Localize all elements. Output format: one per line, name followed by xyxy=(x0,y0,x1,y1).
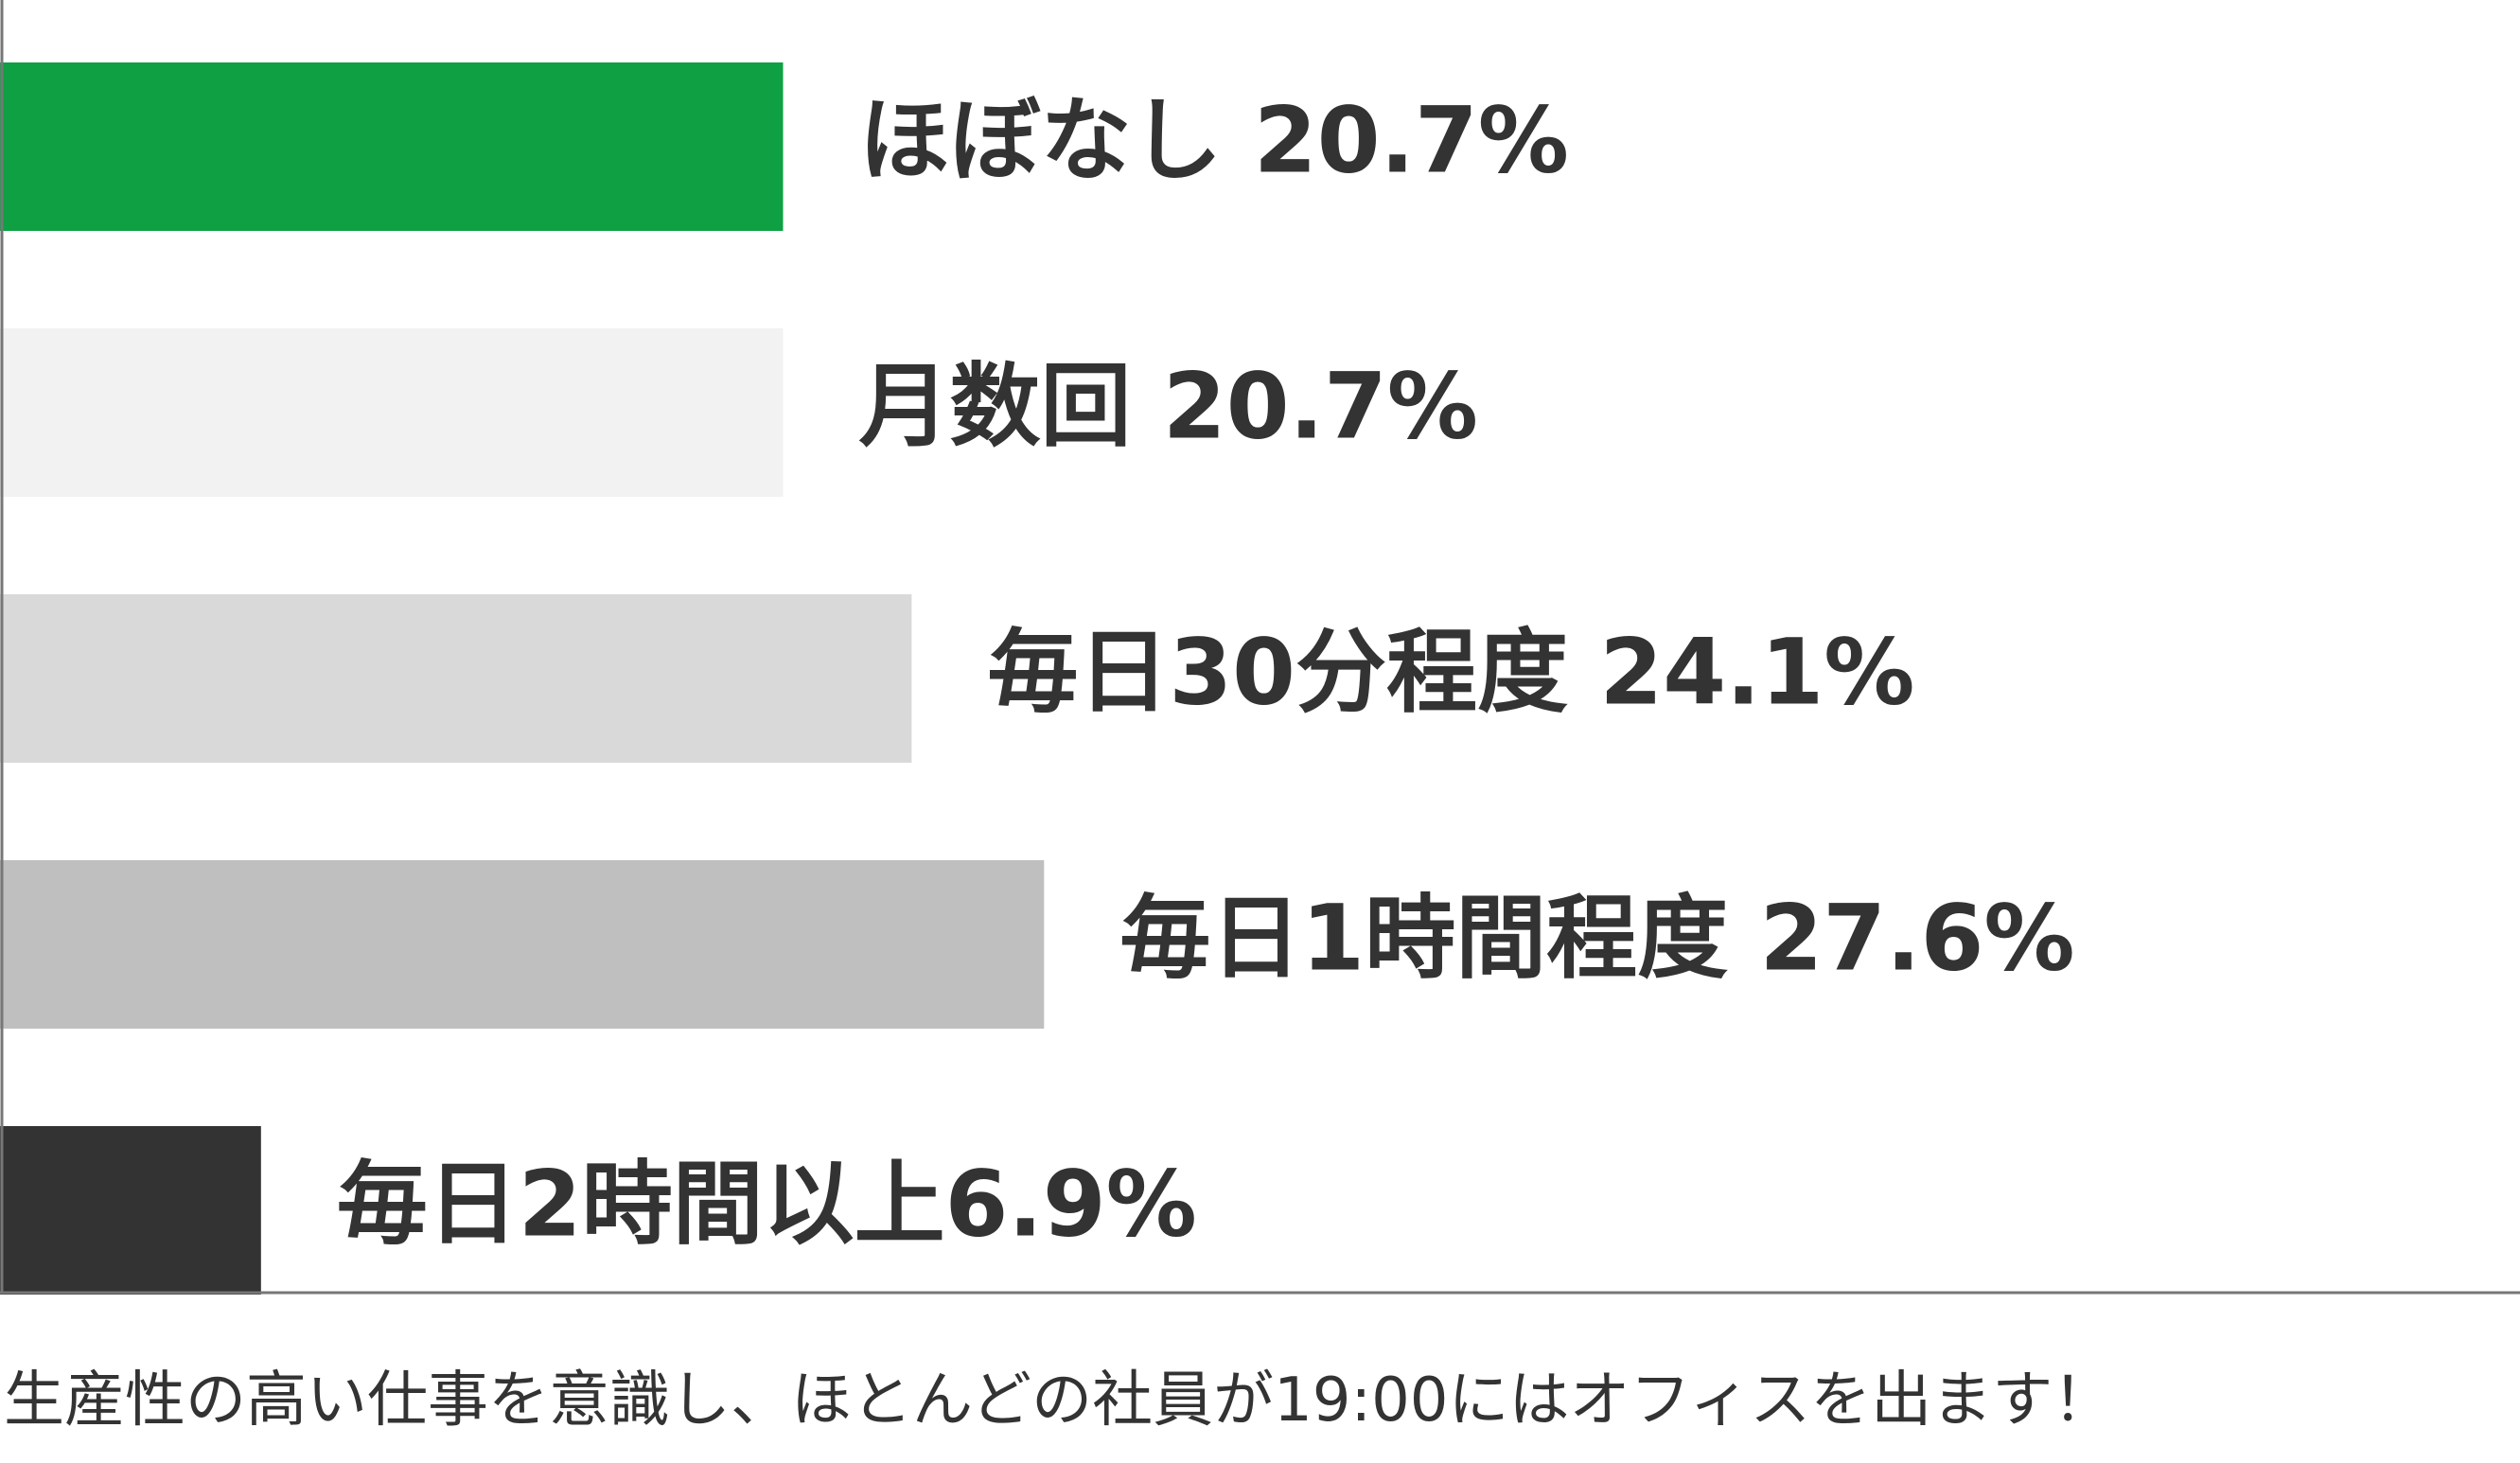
bar-5 xyxy=(0,1126,261,1295)
footer-caption: 生産性の高い仕事を意識し、ほとんどの社員が19:00にはオフィスを出ます！ xyxy=(4,1366,2114,1436)
bar-labels-group: ほぼなし 20.7% 月数回 20.7% 毎日30分程度 24.1% 毎日1時間程度 … xyxy=(337,87,2075,1257)
bar-label-5: 毎日2時間以上6.9% xyxy=(337,1151,1197,1257)
bar-2 xyxy=(0,328,784,497)
bar-3 xyxy=(0,594,912,763)
bar-label-3: 毎日30分程度 24.1% xyxy=(987,619,1914,725)
bar-label-2: 月数回 20.7% xyxy=(859,353,1478,459)
bar-4 xyxy=(0,860,1045,1029)
bar-label-4: 毎日1時間程度 27.6% xyxy=(1119,885,2074,991)
bar-1 xyxy=(0,62,784,231)
bars-group xyxy=(0,62,1045,1295)
bar-label-1: ほぼなし 20.7% xyxy=(859,87,1569,193)
